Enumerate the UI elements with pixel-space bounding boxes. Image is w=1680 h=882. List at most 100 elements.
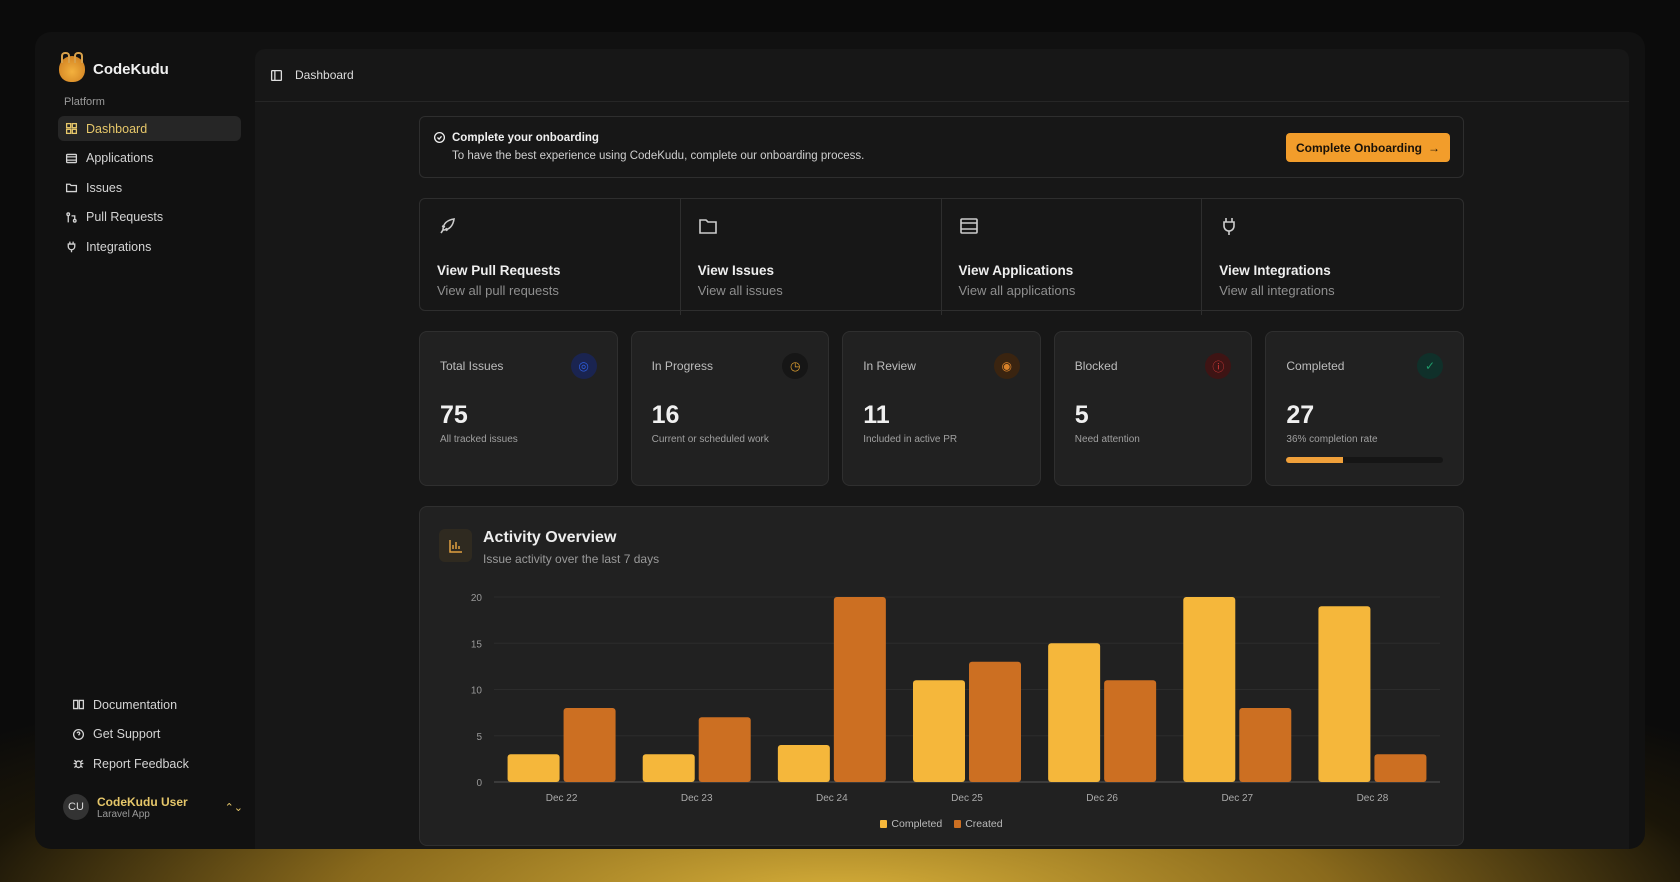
stat-value: 16	[651, 401, 680, 429]
chart-subtitle: Issue activity over the last 7 days	[483, 552, 660, 566]
quick-link-title: View Integrations	[1219, 263, 1331, 278]
bar-created	[1104, 680, 1157, 782]
sidebar-item-label: Pull Requests	[86, 210, 164, 224]
quick-link-pull-requests[interactable]: View Pull Requests View all pull requests	[420, 199, 681, 315]
sidebar-item-issues[interactable]: Issues	[58, 175, 241, 200]
sidebar-item-label: Integrations	[86, 239, 152, 254]
chart-legend: Completed Created	[420, 818, 1463, 830]
quick-link-subtitle: View all integrations	[1219, 283, 1335, 298]
clock-icon: ◷	[782, 353, 809, 379]
sidebar-item-integrations[interactable]: Integrations	[58, 234, 241, 259]
stat-label: Blocked	[1074, 359, 1118, 373]
chevrons-up-down-icon: ⌃⌄	[224, 801, 243, 814]
bar-created	[698, 717, 751, 782]
stat-subtitle: 36% completion rate	[1286, 434, 1378, 445]
sidebar-item-applications[interactable]: Applications	[58, 146, 241, 171]
stat-value: 75	[440, 401, 468, 429]
quick-links: View Pull Requests View all pull requests…	[419, 198, 1464, 315]
kudu-logo-icon	[59, 52, 85, 82]
legend-label: Completed	[891, 818, 943, 830]
link-label: Get Support	[93, 727, 161, 741]
sidebar-item-dashboard[interactable]: Dashboard	[58, 116, 241, 141]
arrow-right-icon: →	[1428, 140, 1440, 155]
x-tick-label: Dec 23	[681, 793, 713, 804]
stat-in-review: In Review ◉ 11 Included in active PR	[842, 331, 1041, 486]
eye-icon: ◉	[993, 353, 1020, 379]
chart-title: Activity Overview	[483, 529, 617, 546]
legend-item-completed: Completed	[880, 818, 942, 830]
breadcrumb: Dashboard	[295, 68, 354, 82]
button-label: Complete Onboarding	[1296, 140, 1422, 155]
sidebar-item-pull-requests[interactable]: Pull Requests	[58, 205, 241, 230]
stat-subtitle: Current or scheduled work	[651, 434, 769, 445]
plug-icon	[65, 240, 78, 253]
sidebar-item-label: Issues	[86, 180, 123, 195]
sidebar-toggle-icon[interactable]	[270, 69, 283, 82]
avatar: CU	[63, 794, 89, 820]
app-window-icon	[65, 152, 78, 165]
quick-link-integrations[interactable]: View Integrations View all integrations	[1202, 199, 1463, 315]
activity-chart-card: Activity Overview Issue activity over th…	[419, 506, 1464, 846]
folder-icon	[65, 181, 78, 194]
bar-created	[969, 661, 1021, 782]
stat-value: 5	[1074, 401, 1089, 429]
sidebar-link-report-feedback[interactable]: Report Feedback	[65, 751, 245, 776]
stat-total-issues: Total Issues ◎ 75 All tracked issues	[419, 331, 618, 486]
bar-completed	[777, 745, 830, 782]
activity-bar-chart: 0 5 10 15 20 Dec 22 Dec 23 Dec 24 Dec 25 Dec 26 De…	[471, 593, 1440, 804]
legend-item-created: Created	[954, 818, 1003, 830]
git-pull-request-icon	[65, 211, 78, 224]
y-tick-label: 5	[476, 732, 482, 743]
quick-link-subtitle: View all applications	[958, 283, 1076, 298]
x-tick-label: Dec 26	[1086, 793, 1118, 804]
stat-label: In Review	[863, 359, 916, 373]
app-logo[interactable]: CodeKudu	[59, 52, 169, 82]
rocket-icon	[437, 216, 457, 236]
stat-label: Total Issues	[440, 359, 504, 373]
quick-link-subtitle: View all issues	[697, 283, 783, 298]
stat-subtitle: Included in active PR	[863, 434, 958, 445]
quick-link-subtitle: View all pull requests	[437, 283, 559, 298]
link-label: Report Feedback	[93, 756, 189, 771]
complete-onboarding-button[interactable]: Complete Onboarding →	[1286, 133, 1450, 162]
book-icon	[72, 698, 85, 711]
quick-link-applications[interactable]: View Applications View all applications	[942, 199, 1203, 315]
x-tick-label: Dec 24	[816, 793, 848, 804]
user-menu[interactable]: CU CodeKudu User Laravel App ⌃⌄	[63, 794, 243, 820]
bar-created	[1239, 708, 1292, 782]
stat-completed: Completed ✓ 27 36% completion rate	[1265, 331, 1464, 486]
completion-progress-bar	[1286, 457, 1443, 463]
grid-icon	[65, 122, 78, 135]
stat-subtitle: All tracked issues	[440, 434, 518, 445]
onboarding-text: To have the best experience using CodeKu…	[452, 150, 865, 162]
bar-created	[1374, 754, 1427, 782]
sidebar-link-documentation[interactable]: Documentation	[65, 692, 245, 717]
y-tick-label: 20	[471, 593, 483, 604]
check-circle-icon: ✓	[1417, 353, 1443, 379]
stat-value: 27	[1286, 401, 1315, 429]
link-label: Documentation	[93, 697, 178, 712]
x-tick-label: Dec 22	[546, 793, 578, 804]
check-circle-icon	[433, 131, 446, 144]
user-subtitle: Laravel App	[97, 808, 150, 820]
sidebar: CodeKudu Platform Dashboard Applications…	[35, 32, 255, 849]
section-label: Platform	[64, 96, 105, 108]
bar-completed	[1318, 606, 1371, 782]
sidebar-link-get-support[interactable]: Get Support	[65, 722, 245, 747]
progress-fill	[1286, 457, 1343, 463]
y-tick-label: 15	[471, 639, 483, 650]
bug-icon	[72, 757, 85, 770]
quick-link-issues[interactable]: View Issues View all issues	[681, 199, 942, 315]
quick-link-title: View Pull Requests	[437, 263, 561, 278]
x-tick-label: Dec 28	[1357, 793, 1389, 804]
sidebar-item-label: Applications	[86, 151, 154, 165]
stat-value: 11	[863, 401, 890, 429]
stat-label: In Progress	[651, 359, 713, 373]
x-tick-label: Dec 25	[951, 793, 983, 804]
folder-icon	[698, 216, 718, 236]
quick-link-title: View Issues	[697, 263, 775, 278]
header: Dashboard	[255, 49, 1629, 102]
legend-label: Created	[965, 818, 1003, 830]
help-icon	[72, 728, 85, 741]
y-tick-label: 0	[476, 778, 482, 789]
